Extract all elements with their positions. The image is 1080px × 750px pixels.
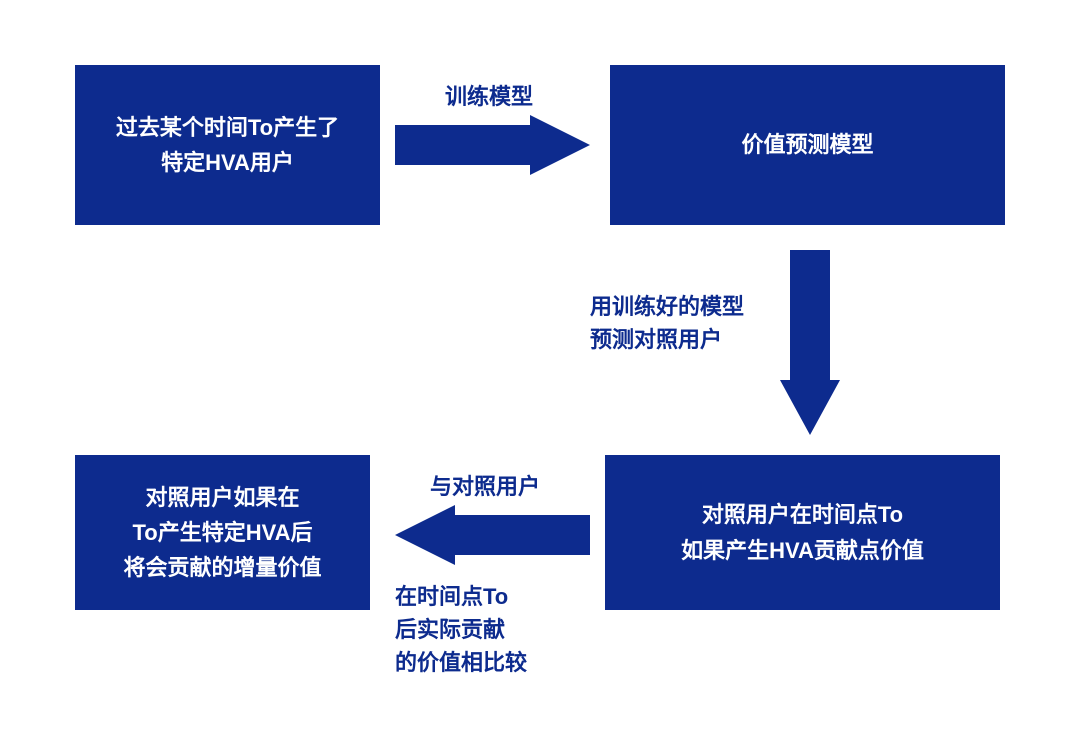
arrow-3-label-bottom: 在时间点To后实际贡献的价值相比较 (395, 580, 527, 679)
flowchart-node-3: 对照用户在时间点To如果产生HVA贡献点价值 (605, 455, 1000, 610)
flowchart-node-1: 过去某个时间To产生了特定HVA用户 (75, 65, 380, 225)
node-4-text: 对照用户如果在To产生特定HVA后将会贡献的增量价值 (123, 480, 321, 586)
node-2-text: 价值预测模型 (741, 127, 873, 162)
node-3-text: 对照用户在时间点To如果产生HVA贡献点价值 (681, 497, 924, 567)
arrow-1-label-top: 训练模型 (445, 80, 533, 113)
arrow-left-icon (395, 505, 590, 565)
arrow-right-icon (395, 115, 590, 175)
flowchart-container: 过去某个时间To产生了特定HVA用户 价值预测模型 对照用户在时间点To如果产生… (0, 0, 1080, 750)
arrow-3-label-top: 与对照用户 (430, 470, 540, 503)
arrow-2-label-top: 用训练好的模型预测对照用户 (590, 290, 744, 356)
node-1-text: 过去某个时间To产生了特定HVA用户 (116, 110, 339, 180)
arrow-down-icon (780, 250, 840, 435)
flowchart-node-4: 对照用户如果在To产生特定HVA后将会贡献的增量价值 (75, 455, 370, 610)
flowchart-node-2: 价值预测模型 (610, 65, 1005, 225)
